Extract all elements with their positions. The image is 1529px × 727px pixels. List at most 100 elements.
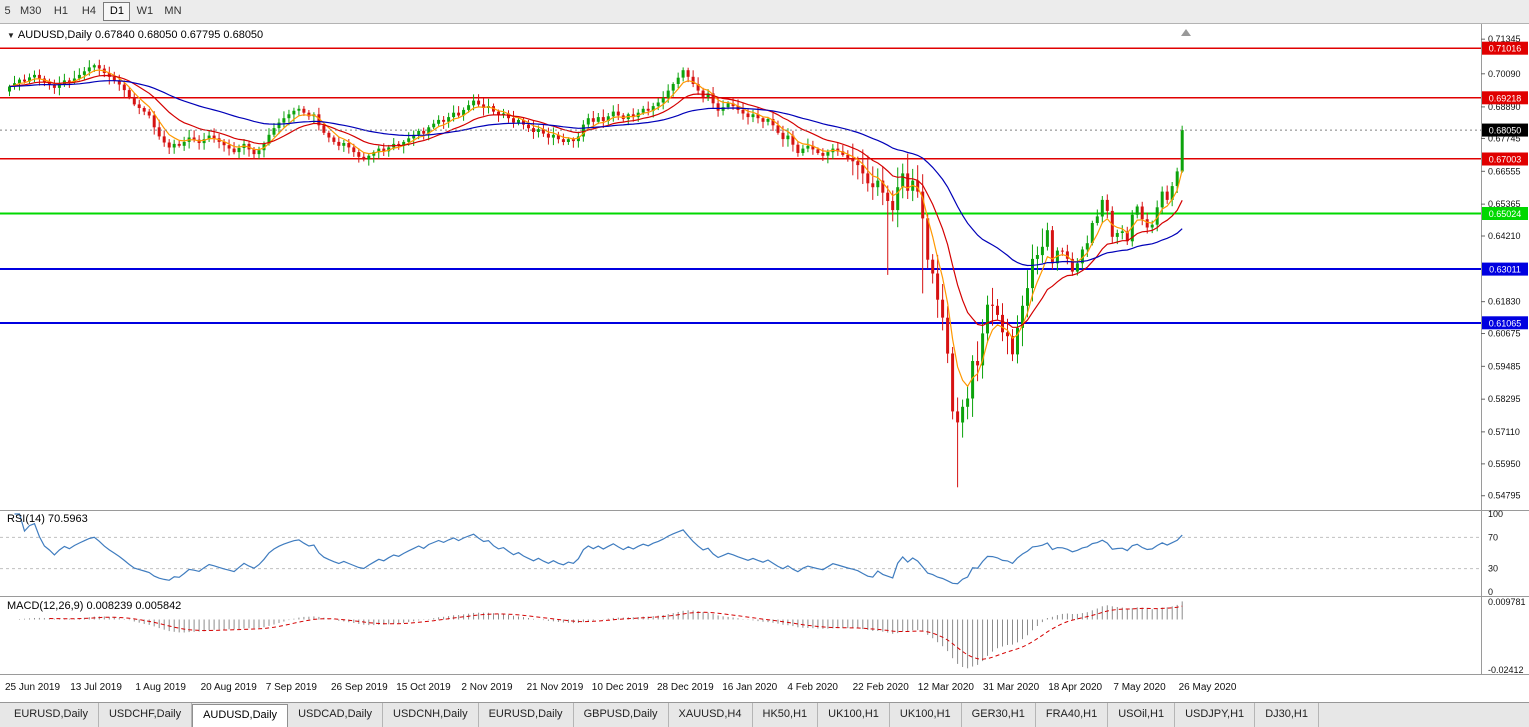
chart-tab-EURUSD-Daily[interactable]: EURUSD,Daily [4, 703, 99, 727]
svg-text:0.64210: 0.64210 [1488, 231, 1521, 241]
svg-text:0.60675: 0.60675 [1488, 329, 1521, 339]
chart-tab-DJ30-H1[interactable]: DJ30,H1 [1255, 703, 1319, 727]
svg-text:0.71345: 0.71345 [1488, 34, 1521, 44]
ma-line [9, 74, 1183, 328]
current-price-marker: 0.68050 [0, 123, 1528, 137]
timeframe-button-M30[interactable]: M30 [20, 5, 42, 17]
timeframe-button-W1[interactable]: W1 [136, 5, 154, 17]
timeframe-button-H4[interactable]: H4 [81, 5, 96, 17]
svg-text:0.65024: 0.65024 [1489, 209, 1522, 219]
chart-title: ▼ AUDUSD,Daily 0.67840 0.68050 0.67795 0.… [7, 29, 263, 41]
chart-tab-USDCAD-Daily[interactable]: USDCAD,Daily [288, 703, 384, 727]
svg-text:0.61830: 0.61830 [1488, 297, 1521, 307]
svg-text:15 Oct 2019: 15 Oct 2019 [396, 682, 451, 693]
chart-tab-GER30-H1[interactable]: GER30,H1 [962, 703, 1036, 727]
svg-text:2 Nov 2019: 2 Nov 2019 [461, 682, 513, 693]
chart-tab-USDJPY-H1[interactable]: USDJPY,H1 [1175, 703, 1256, 727]
svg-text:26 May 2020: 26 May 2020 [1179, 682, 1237, 693]
svg-text:0.009781: 0.009781 [1488, 597, 1526, 607]
timeframe-toolbar: 5 M30 H1 H4 D1 W1 MN [0, 0, 1529, 24]
rsi-value: 70.5963 [47, 513, 88, 525]
svg-text:25 Jun 2019: 25 Jun 2019 [5, 682, 60, 693]
svg-text:0.67003: 0.67003 [1489, 155, 1522, 165]
svg-text:-0.02412: -0.02412 [1488, 665, 1524, 675]
svg-text:18 Apr 2020: 18 Apr 2020 [1048, 682, 1102, 693]
svg-text:0.61065: 0.61065 [1489, 318, 1522, 328]
macd-name: MACD(12,26,9) [7, 600, 84, 612]
svg-text:30: 30 [1488, 564, 1498, 574]
svg-text:26 Sep 2019: 26 Sep 2019 [331, 682, 388, 693]
svg-text:31 Mar 2020: 31 Mar 2020 [983, 682, 1040, 693]
chart-tab-USDCHF-Daily[interactable]: USDCHF,Daily [99, 703, 193, 727]
chart-tab-UK100-H1[interactable]: UK100,H1 [818, 703, 890, 727]
chart-symbol-label: AUDUSD,Daily [17, 29, 92, 41]
svg-text:0.68890: 0.68890 [1488, 102, 1521, 112]
chart-context-icon[interactable]: ▼ [7, 31, 15, 40]
svg-text:0.63011: 0.63011 [1489, 265, 1521, 275]
svg-text:0.59485: 0.59485 [1488, 361, 1521, 371]
svg-text:0.55950: 0.55950 [1488, 459, 1521, 469]
price-chart-svg: 0.71345 0.70090 0.68890 0.67745 0.66555 0.653… [0, 24, 1529, 693]
svg-text:0.65365: 0.65365 [1488, 199, 1521, 209]
chart-tab-USOil-H1[interactable]: USOil,H1 [1108, 703, 1176, 727]
chart-tab-EURUSD-Daily[interactable]: EURUSD,Daily [479, 703, 574, 727]
svg-text:10 Dec 2019: 10 Dec 2019 [592, 682, 649, 693]
chart-shift-marker-icon[interactable] [1181, 29, 1191, 36]
svg-text:0.68050: 0.68050 [1489, 126, 1522, 136]
ma-line [9, 69, 1183, 388]
moving-average-lines [9, 69, 1183, 388]
svg-text:22 Feb 2020: 22 Feb 2020 [853, 682, 910, 693]
rsi-name: RSI(14) [7, 513, 45, 525]
svg-text:28 Dec 2019: 28 Dec 2019 [657, 682, 714, 693]
candlesticks [8, 59, 1184, 488]
svg-text:0.67745: 0.67745 [1488, 133, 1521, 143]
rsi-indicator-label: RSI(14) 70.5963 [7, 513, 88, 525]
chart-area: 0.71345 0.70090 0.68890 0.67745 0.66555 0.653… [0, 24, 1529, 702]
svg-text:0: 0 [1488, 587, 1493, 597]
price-level-badge [1482, 152, 1528, 166]
svg-text:0.71016: 0.71016 [1489, 44, 1522, 54]
timeframe-button-5[interactable]: 5 [4, 5, 11, 17]
horizontal-level-lines[interactable]: 0.71016 0.69218 0.67003 0.65024 0.63011 0.610… [0, 41, 1528, 330]
svg-text:0.66555: 0.66555 [1488, 166, 1521, 176]
chart-tab-XAUUSD-H4[interactable]: XAUUSD,H4 [669, 703, 753, 727]
chart-tab-GBPUSD-Daily[interactable]: GBPUSD,Daily [574, 703, 669, 727]
timeframe-button-MN[interactable]: MN [164, 5, 182, 17]
chart-tab-HK50-H1[interactable]: HK50,H1 [753, 703, 819, 727]
chart-tab-FRA40-H1[interactable]: FRA40,H1 [1036, 703, 1109, 727]
rsi-line [14, 513, 1183, 585]
timeframe-button-H1[interactable]: H1 [53, 5, 68, 17]
svg-text:16 Jan 2020: 16 Jan 2020 [722, 682, 777, 693]
macd-pane: 0.009781 -0.02412 [19, 597, 1526, 675]
svg-text:1 Aug 2019: 1 Aug 2019 [135, 682, 186, 693]
pane-separators [0, 24, 1529, 675]
chart-tab-USDCNH-Daily[interactable]: USDCNH,Daily [383, 703, 479, 727]
macd-indicator-label: MACD(12,26,9) 0.008239 0.005842 [7, 600, 181, 612]
date-axis: 25 Jun 2019 13 Jul 2019 1 Aug 2019 20 Aug 2… [5, 682, 1237, 693]
svg-text:0.69218: 0.69218 [1489, 93, 1522, 103]
rsi-pane: 100 70 30 0 [0, 509, 1503, 597]
price-axis-ticks: 0.71345 0.70090 0.68890 0.67745 0.66555 0.653… [1481, 34, 1521, 501]
chart-tab-UK100-H1[interactable]: UK100,H1 [890, 703, 962, 727]
svg-text:0.58295: 0.58295 [1488, 394, 1521, 404]
ma-line [9, 80, 1183, 267]
current-price-badge [1482, 123, 1528, 137]
svg-text:0.70090: 0.70090 [1488, 69, 1521, 79]
price-level-badge [1482, 316, 1528, 330]
svg-text:7 May 2020: 7 May 2020 [1113, 682, 1166, 693]
svg-text:0.54795: 0.54795 [1488, 491, 1521, 501]
chart-tabs-bar: EURUSD,Daily USDCHF,Daily AUDUSD,Daily USDC… [0, 702, 1529, 727]
svg-text:0.57110: 0.57110 [1488, 427, 1520, 437]
svg-text:21 Nov 2019: 21 Nov 2019 [527, 682, 584, 693]
svg-text:7 Sep 2019: 7 Sep 2019 [266, 682, 318, 693]
price-level-badge [1482, 207, 1528, 220]
price-level-badge [1482, 91, 1528, 105]
price-level-badge [1482, 262, 1528, 276]
svg-text:13 Jul 2019: 13 Jul 2019 [70, 682, 122, 693]
svg-text:100: 100 [1488, 509, 1503, 519]
chart-tab-AUDUSD-Daily[interactable]: AUDUSD,Daily [192, 704, 289, 727]
timeframe-button-D1[interactable]: D1 [103, 2, 131, 21]
svg-text:4 Feb 2020: 4 Feb 2020 [787, 682, 838, 693]
svg-text:12 Mar 2020: 12 Mar 2020 [918, 682, 975, 693]
